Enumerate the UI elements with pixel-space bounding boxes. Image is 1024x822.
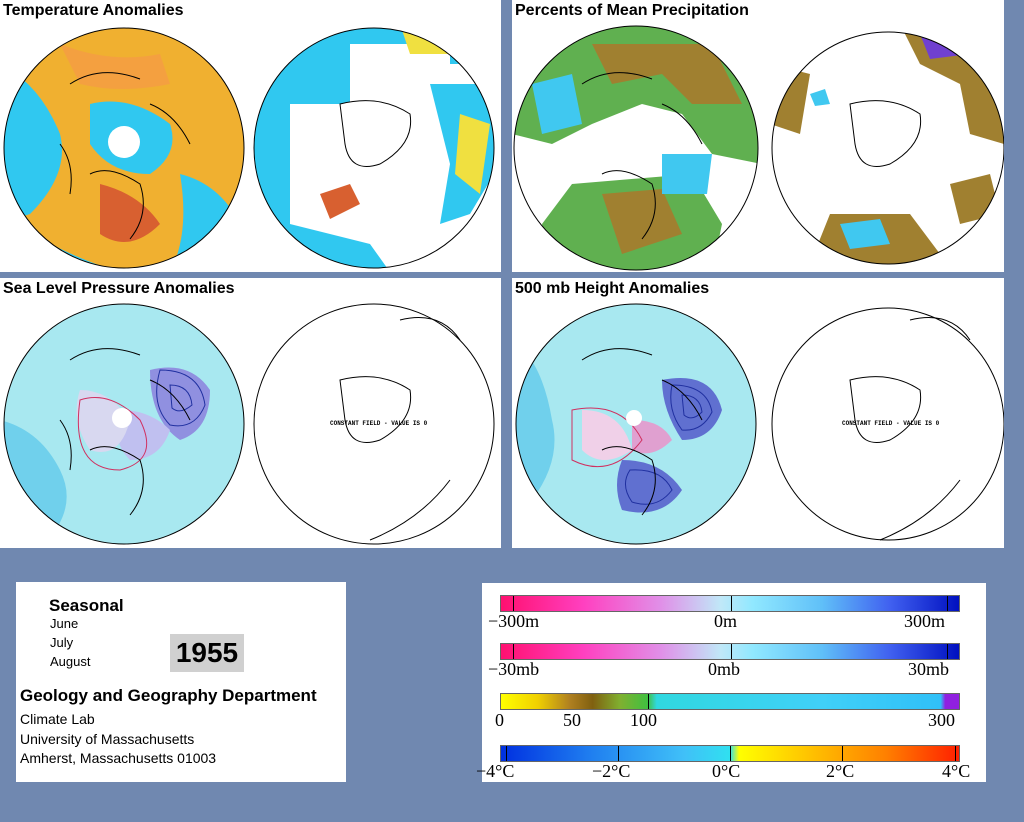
temp-scale-label-3: 2°C — [826, 761, 855, 781]
height-constant-field-note: CONSTANT FIELD - VALUE IS 0 — [842, 420, 940, 427]
precip-scale-bar — [500, 693, 960, 710]
period-label: Seasonal — [49, 596, 124, 615]
temp-scale-label-0: −4°C — [476, 761, 515, 781]
month-3: August — [50, 654, 91, 669]
month-1: June — [50, 616, 79, 631]
height-scale-mid: 0m — [714, 611, 738, 631]
temp-scale-label-1: −2°C — [592, 761, 631, 781]
temperature-north-map — [3, 27, 245, 269]
height-panel: CONSTANT FIELD - VALUE IS 0 500 mb Heigh… — [512, 278, 1004, 548]
info-box: Seasonal June July August 1955 Geology a… — [16, 582, 346, 782]
height-scale-max: 300m — [904, 611, 946, 631]
temp-scale-label-2: 0°C — [712, 761, 741, 781]
temp-scale-bar — [500, 745, 960, 762]
year-label: 1955 — [170, 634, 244, 672]
color-scale-legend: −300m 0m 300m −30mb 0mb 30mb 0 50 100 30… — [476, 583, 986, 782]
pressure-scale-min: −30mb — [488, 659, 540, 679]
slp-south-map — [253, 303, 495, 545]
slp-panel: CONSTANT FIELD - VALUE IS 0 Sea Level Pr… — [0, 278, 501, 548]
temp-scale-label-4: 4°C — [942, 761, 971, 781]
height-scale-min: −300m — [488, 611, 540, 631]
slp-constant-field-note: CONSTANT FIELD - VALUE IS 0 — [330, 420, 428, 427]
height-south-map — [771, 307, 1004, 541]
precipitation-south-map — [771, 31, 1004, 265]
temperature-panel: Temperature Anomalies — [0, 0, 501, 272]
pressure-scale-bar — [500, 643, 960, 660]
pressure-scale-max: 30mb — [908, 659, 950, 679]
precipitation-panel: Percents of Mean Precipitation — [512, 0, 1004, 272]
precip-scale-label-2: 100 — [630, 710, 657, 730]
height-scale-bar — [500, 595, 960, 612]
precipitation-title: Percents of Mean Precipitation — [512, 0, 752, 22]
slp-north-map — [3, 303, 245, 545]
address-label: Amherst, Massachusetts 01003 — [20, 750, 217, 766]
university-label: University of Massachusetts — [20, 731, 195, 747]
department-label: Geology and Geography Department — [20, 686, 317, 705]
temperature-south-map — [253, 27, 495, 269]
slp-title: Sea Level Pressure Anomalies — [0, 278, 238, 300]
lab-label: Climate Lab — [20, 711, 95, 727]
height-north-map — [515, 303, 757, 545]
precip-scale-label-3: 300 — [928, 710, 955, 730]
height-title: 500 mb Height Anomalies — [512, 278, 713, 300]
month-2: July — [50, 635, 74, 650]
pressure-scale-mid: 0mb — [708, 659, 741, 679]
temperature-title: Temperature Anomalies — [0, 0, 187, 22]
precip-scale-label-1: 50 — [563, 710, 581, 730]
precipitation-north-map — [513, 25, 759, 271]
precip-scale-label-0: 0 — [495, 710, 504, 730]
